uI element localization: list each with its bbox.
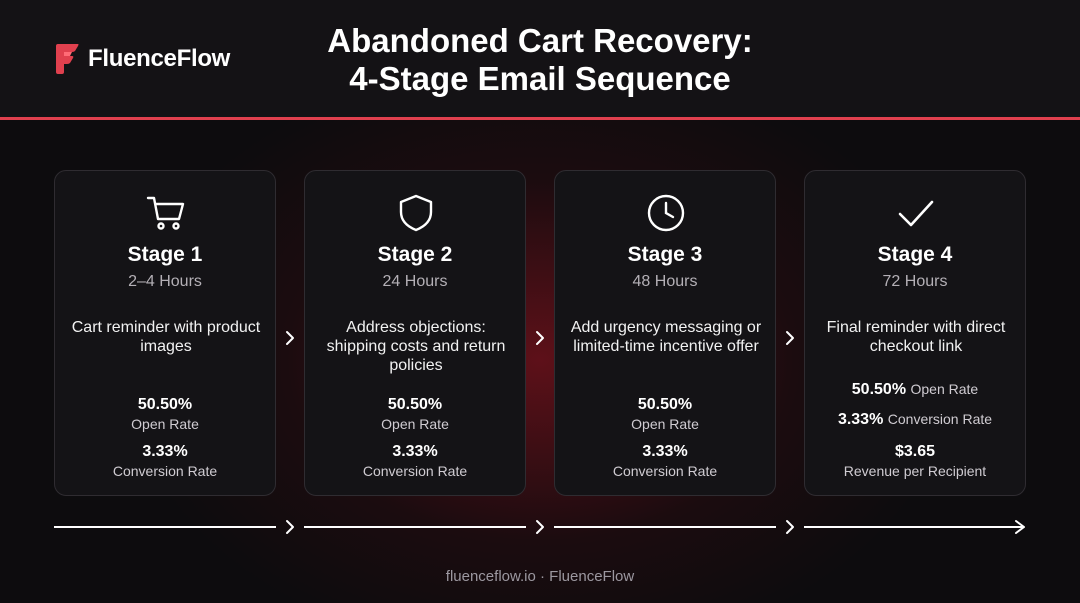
timeline-chevron-3 — [786, 520, 794, 534]
footer-text: fluenceflow.io · FluenceFlow — [445, 568, 635, 585]
fluenceflow-logo-icon — [56, 44, 79, 74]
header-divider — [0, 117, 1080, 120]
stage-timing: 24 Hours — [382, 273, 448, 290]
brand-logo: FluenceFlow — [52, 42, 230, 76]
conversion-rate-value: 3.33% — [392, 443, 438, 460]
conversion-rate-label: Conversion Rate — [887, 411, 993, 427]
stage-card-3: Stage 3 48 Hours Add urgency messaging o… — [554, 170, 776, 496]
chevron-right-icon — [786, 331, 794, 345]
open-rate-label: Open Rate — [131, 416, 199, 432]
shield-icon — [396, 193, 436, 233]
open-rate-value: 50.50% — [637, 396, 693, 413]
shopping-cart-icon — [146, 193, 186, 233]
flow-timeline — [54, 520, 1025, 534]
stage-card-4: Stage 4 72 Hours Final reminder with dir… — [804, 170, 1026, 496]
open-rate-label: Open Rate — [910, 381, 979, 397]
revenue-value: $3.65 — [894, 443, 936, 460]
open-rate-metric: 50.50% Open Rate — [805, 381, 1025, 399]
stage-timing: 72 Hours — [882, 273, 948, 290]
conversion-rate-value: 3.33% — [142, 443, 188, 460]
open-rate-value: 50.50% — [387, 396, 443, 413]
conversion-rate-label: Conversion Rate — [362, 463, 468, 479]
checkmark-icon — [896, 193, 936, 233]
stage-card-2: Stage 2 24 Hours Address objections: shi… — [304, 170, 526, 496]
stage-label: Stage 2 — [377, 243, 453, 266]
open-rate-value: 50.50% — [137, 396, 193, 413]
open-rate-value: 50.50% — [851, 381, 907, 398]
timeline-chevron-2 — [536, 520, 544, 534]
header — [0, 0, 1080, 118]
stage-card-1: Stage 1 2–4 Hours Cart reminder with pro… — [54, 170, 276, 496]
stage-label: Stage 4 — [877, 243, 953, 266]
chevron-right-icon — [536, 331, 544, 345]
stage-timing: 48 Hours — [632, 273, 698, 290]
stage-description: Add urgency messaging or limited-time in… — [570, 319, 762, 355]
open-rate-label: Open Rate — [631, 416, 699, 432]
stage-label: Stage 3 — [627, 243, 703, 266]
page-title: Abandoned Cart Recovery: 4-Stage Email S… — [240, 22, 840, 98]
stage-label: Stage 1 — [127, 243, 203, 266]
revenue-label: Revenue per Recipient — [843, 463, 987, 479]
brand-name: FluenceFlow — [88, 45, 231, 72]
timeline-arrowhead — [1015, 520, 1025, 534]
conversion-rate-value: 3.33% — [642, 443, 688, 460]
title-line-1: Abandoned Cart Recovery: — [327, 22, 753, 59]
stage-description: Address objections: shipping costs and r… — [326, 319, 506, 374]
stage-timing: 2–4 Hours — [128, 273, 202, 290]
stage-description: Cart reminder with product images — [71, 319, 261, 355]
chevron-right-icon — [286, 331, 294, 345]
timeline-chevron-1 — [286, 520, 294, 534]
stage-description: Final reminder with direct checkout link — [826, 319, 1006, 355]
conversion-rate-metric: 3.33% Conversion Rate — [805, 411, 1025, 429]
title-line-2: 4-Stage Email Sequence — [349, 60, 731, 97]
conversion-rate-label: Conversion Rate — [112, 463, 218, 479]
open-rate-label: Open Rate — [381, 416, 449, 432]
stage-cards: Stage 1 2–4 Hours Cart reminder with pro… — [54, 170, 1026, 496]
clock-icon — [646, 193, 686, 233]
conversion-rate-value: 3.33% — [837, 411, 884, 428]
conversion-rate-label: Conversion Rate — [612, 463, 718, 479]
